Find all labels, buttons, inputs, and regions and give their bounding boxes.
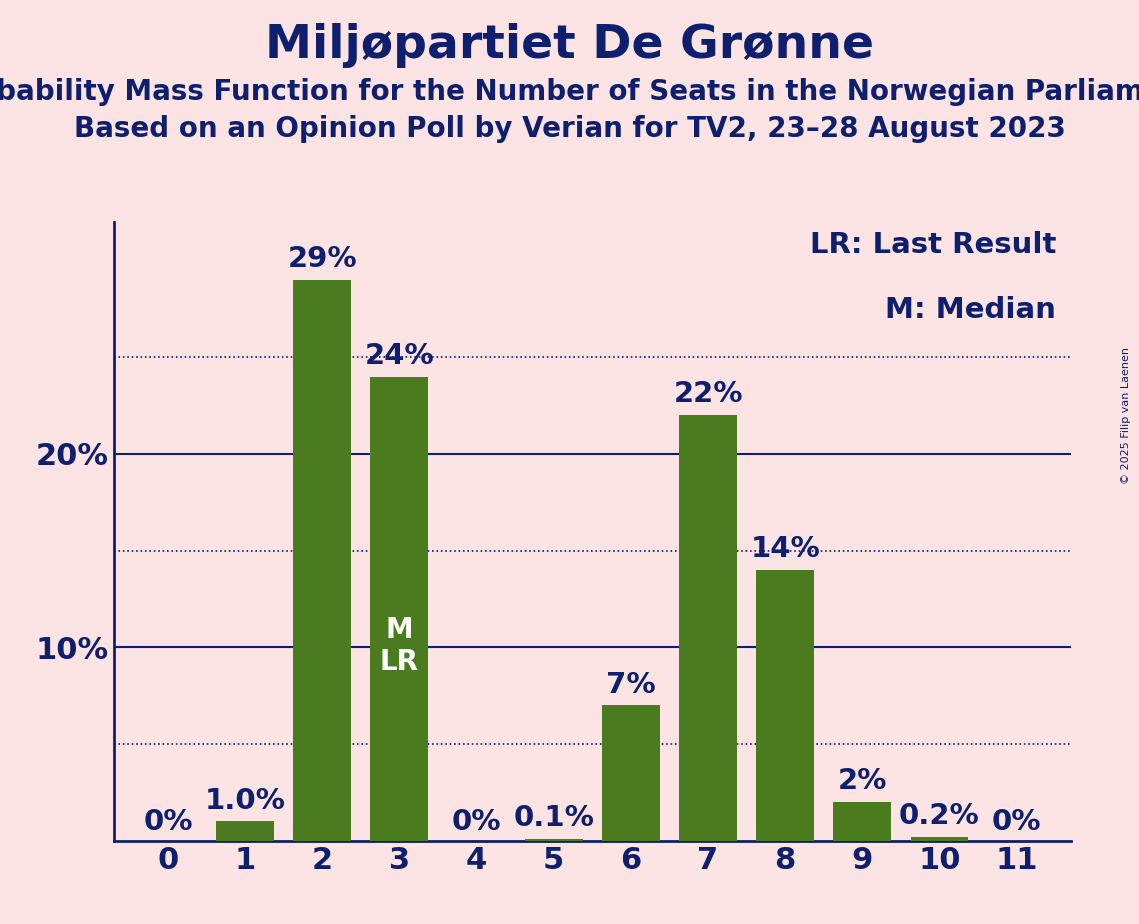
Bar: [910, 837, 968, 841]
Bar: [370, 377, 428, 841]
Bar: [601, 705, 659, 841]
Text: Based on an Opinion Poll by Verian for TV2, 23–28 August 2023: Based on an Opinion Poll by Verian for T…: [74, 115, 1065, 142]
Bar: [679, 415, 737, 841]
Text: 0%: 0%: [992, 808, 1041, 836]
Bar: [525, 839, 583, 841]
Text: 0.1%: 0.1%: [514, 804, 595, 833]
Text: 1.0%: 1.0%: [205, 786, 286, 815]
Bar: [294, 280, 351, 841]
Text: LR: Last Result: LR: Last Result: [810, 231, 1056, 259]
Text: Probability Mass Function for the Number of Seats in the Norwegian Parliament: Probability Mass Function for the Number…: [0, 78, 1139, 105]
Text: 0.2%: 0.2%: [899, 802, 980, 830]
Bar: [216, 821, 274, 841]
Text: 0%: 0%: [452, 808, 501, 836]
Text: 24%: 24%: [364, 342, 434, 370]
Text: 14%: 14%: [751, 535, 820, 564]
Text: 2%: 2%: [837, 767, 887, 796]
Text: © 2025 Filip van Laenen: © 2025 Filip van Laenen: [1121, 347, 1131, 484]
Bar: [756, 570, 814, 841]
Text: 0%: 0%: [144, 808, 192, 836]
Text: 22%: 22%: [673, 381, 743, 408]
Text: M: Median: M: Median: [885, 296, 1056, 324]
Bar: [834, 802, 891, 841]
Text: 7%: 7%: [606, 671, 656, 699]
Text: M
LR: M LR: [380, 615, 419, 676]
Text: 29%: 29%: [287, 245, 357, 273]
Text: Miljøpartiet De Grønne: Miljøpartiet De Grønne: [265, 23, 874, 68]
